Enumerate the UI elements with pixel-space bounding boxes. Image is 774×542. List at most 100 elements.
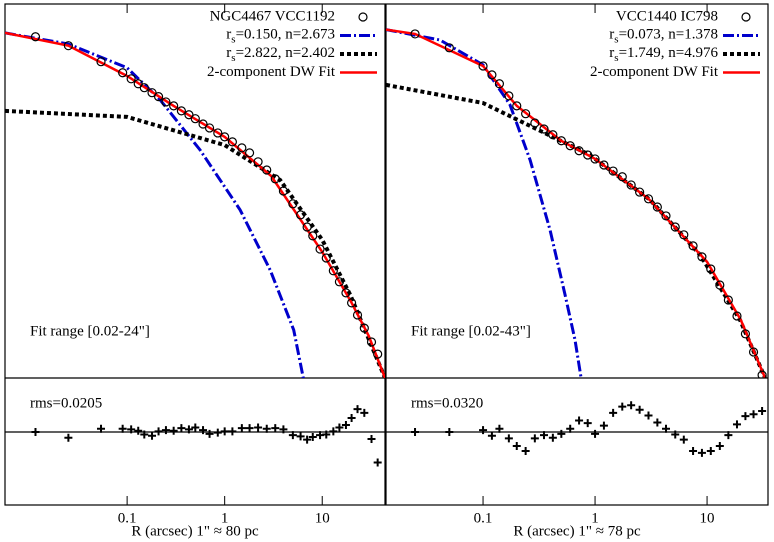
residual-point [521, 447, 530, 456]
data-point [328, 266, 338, 276]
residual-point [741, 412, 750, 421]
data-point [270, 174, 280, 184]
residual-point [184, 425, 193, 434]
data-point [494, 79, 505, 89]
residual-point [148, 431, 157, 440]
residual-point [177, 424, 186, 433]
residual-point [118, 424, 127, 433]
x-tick-label: 10 [700, 510, 715, 526]
residual-point [653, 418, 662, 427]
data-point [599, 160, 609, 170]
data-point [723, 295, 733, 305]
residual-point [347, 414, 356, 423]
legend-label: VCC1440 IC798 [616, 8, 718, 24]
data-point [227, 137, 237, 147]
residual-point [237, 424, 246, 433]
residual-point [213, 428, 222, 437]
residual-point [322, 430, 331, 439]
residual-point [548, 433, 557, 442]
data-point [706, 264, 716, 274]
residual-point [31, 427, 40, 436]
residual-point [205, 429, 214, 438]
residual-point [127, 425, 136, 434]
residual-point [303, 435, 312, 444]
data-point [213, 128, 223, 138]
residual-point [245, 424, 254, 433]
data-point [556, 136, 566, 146]
data-point [715, 280, 725, 290]
legend-label: 2-component DW Fit [590, 64, 719, 80]
x-tick-label: 0.1 [474, 510, 493, 526]
residual-point [724, 431, 733, 440]
data-point [63, 41, 73, 51]
plot-frame [4, 3, 386, 506]
residual-point [161, 426, 170, 435]
data-point [688, 241, 698, 251]
data-point [521, 109, 531, 119]
data-point [635, 187, 645, 197]
data-point [153, 92, 164, 102]
residual-point [732, 420, 741, 429]
data-point [278, 186, 289, 196]
residual-point [758, 407, 767, 416]
residual-point [706, 447, 715, 456]
residual-point [445, 427, 454, 436]
residual-point [557, 429, 566, 438]
residual-point [618, 402, 627, 411]
residual-point [254, 423, 263, 432]
residual-point [360, 408, 369, 417]
residual-point [635, 405, 644, 414]
residual-point [566, 424, 575, 433]
data-point [244, 148, 255, 158]
residual-point [479, 426, 488, 435]
residual-point [279, 425, 288, 434]
data-point [308, 231, 318, 241]
annotation: Fit range [0.02-43"] [411, 323, 531, 339]
data-point [410, 29, 420, 39]
data-point [321, 253, 331, 263]
data-point [147, 88, 157, 98]
legend-marker [741, 12, 751, 22]
data-point [487, 70, 497, 80]
data-point [262, 165, 272, 175]
data-point [608, 166, 618, 176]
residual-point [296, 432, 305, 441]
residual-point [715, 441, 724, 450]
data-point [373, 349, 383, 359]
data-point [126, 74, 136, 84]
residual-point [367, 434, 376, 443]
legend-label: rs=1.749, n=4.976 [609, 45, 718, 63]
legend-label: 2-component DW Fit [207, 64, 336, 80]
residual-point [627, 401, 636, 410]
legend-label: rs=2.822, n=2.402 [226, 45, 335, 63]
data-point [198, 119, 208, 129]
residual-point [228, 427, 237, 436]
residual-point [288, 431, 297, 440]
plot-area [5, 31, 385, 378]
residual-point [749, 410, 758, 419]
data-point [574, 146, 584, 156]
residual-label: rms=0.0205 [30, 395, 102, 411]
residual-point [599, 421, 608, 430]
x-tick-label: 1 [591, 510, 599, 526]
data-point [253, 157, 263, 167]
residual-point [262, 424, 271, 433]
residual-point [662, 424, 671, 433]
data-point [679, 230, 689, 240]
residual-point [512, 441, 521, 450]
data-point [670, 222, 680, 232]
x-tick-label: 1 [221, 510, 229, 526]
data-point [643, 194, 654, 204]
data-point [478, 61, 488, 71]
residual-point [353, 405, 362, 414]
residual-point [411, 427, 420, 436]
residual-point [487, 431, 496, 440]
data-point [190, 114, 200, 124]
residual-point [539, 431, 548, 440]
residual-point [169, 426, 178, 435]
x-tick-label: 0.1 [118, 510, 137, 526]
legend-label: rs=0.073, n=1.378 [609, 27, 718, 45]
data-point [302, 222, 312, 232]
data-point [732, 311, 742, 321]
